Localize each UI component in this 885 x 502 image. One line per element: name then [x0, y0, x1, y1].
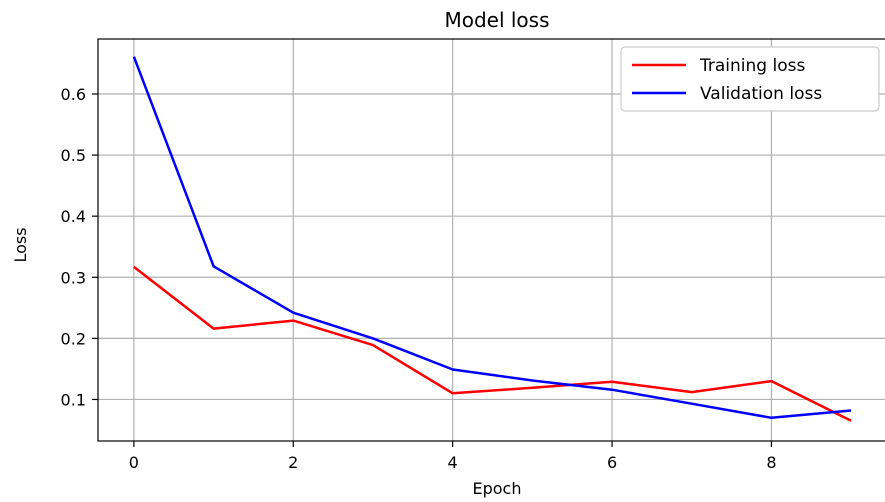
plot-frame: [97, 38, 885, 442]
x-tick-label: 0: [129, 453, 139, 472]
y-tick-label: 0.6: [61, 85, 86, 104]
y-tick-label: 0.1: [61, 390, 86, 409]
y-tick-label: 0.5: [61, 146, 86, 165]
x-tick-label: 2: [288, 453, 298, 472]
legend-label-validation-loss: Validation loss: [700, 84, 822, 104]
x-tick-label: 6: [607, 453, 617, 472]
y-tick-label: 0.2: [61, 329, 86, 348]
legend: Training loss Validation loss: [620, 46, 880, 112]
series-line-validation-loss: [132, 56, 852, 420]
legend-box: [620, 46, 880, 112]
axis-ticks: 0 2 4 6 8 0.1 0.2 0.3 0.4 0.5 0.6: [61, 85, 777, 472]
x-tick-label: 4: [448, 453, 458, 472]
x-axis-label: Epoch: [473, 479, 522, 498]
y-tick-label: 0.3: [61, 268, 86, 287]
series-lines: [132, 56, 852, 422]
legend-label-training-loss: Training loss: [699, 56, 805, 76]
series-line-training-loss: [133, 265, 852, 422]
grid-lines: [98, 39, 885, 441]
x-tick-label: 8: [766, 453, 776, 472]
y-tick-label: 0.4: [61, 207, 86, 226]
chart-title: Model loss: [444, 8, 549, 32]
y-axis-label: Loss: [11, 227, 30, 262]
